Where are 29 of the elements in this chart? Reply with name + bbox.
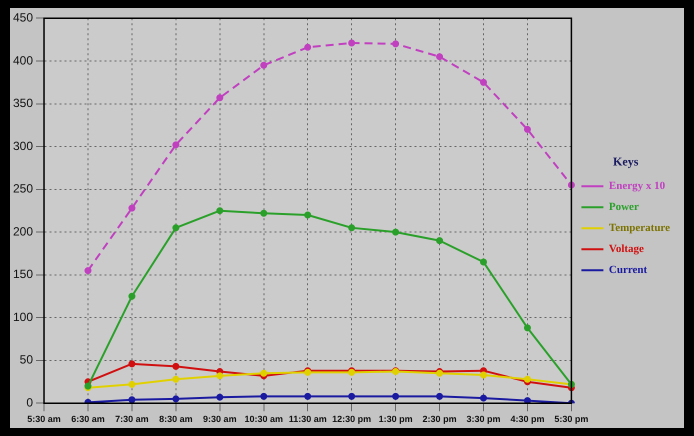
legend-label: Voltage xyxy=(608,243,644,256)
y-tick-label: 200 xyxy=(12,224,34,238)
y-tick-label: 300 xyxy=(12,138,34,153)
x-tick-label: 2:30 pm xyxy=(422,414,457,424)
legend-label: Power xyxy=(608,201,639,214)
legend-label: Temperature xyxy=(608,222,670,234)
legend-label: Current xyxy=(608,264,648,276)
x-tick-label: 11:30 am xyxy=(288,414,327,424)
y-tick-label: 150 xyxy=(12,267,34,282)
y-tick-label: 350 xyxy=(12,96,34,110)
x-tick-label: 3:30 pm xyxy=(466,414,501,424)
x-tick-label: 5:30 pm xyxy=(554,414,588,424)
y-tick-label: 400 xyxy=(12,53,34,68)
x-tick-label: 8:30 am xyxy=(159,414,193,424)
x-tick-label: 4:30 pm xyxy=(510,414,544,424)
x-tick-label: 1:30 pm xyxy=(378,414,413,424)
x-tick-label: 7:30 am xyxy=(115,414,149,424)
y-tick-label: 50 xyxy=(20,352,34,367)
x-tick-label: 5:30 am xyxy=(27,414,61,424)
x-tick-label: 6:30 am xyxy=(71,414,105,424)
x-tick-label: 10:30 am xyxy=(244,414,284,424)
y-tick-label: 450 xyxy=(12,10,34,25)
x-tick-label: 9:30 am xyxy=(203,414,237,424)
legend-title: Keys xyxy=(613,154,639,168)
y-tick-label: 100 xyxy=(12,310,34,324)
legend-label: Energy x 10 xyxy=(608,180,666,192)
y-tick-label: 0 xyxy=(26,396,34,410)
y-tick-label: 250 xyxy=(12,182,34,196)
x-tick-label: 12:30 pm xyxy=(332,414,372,424)
